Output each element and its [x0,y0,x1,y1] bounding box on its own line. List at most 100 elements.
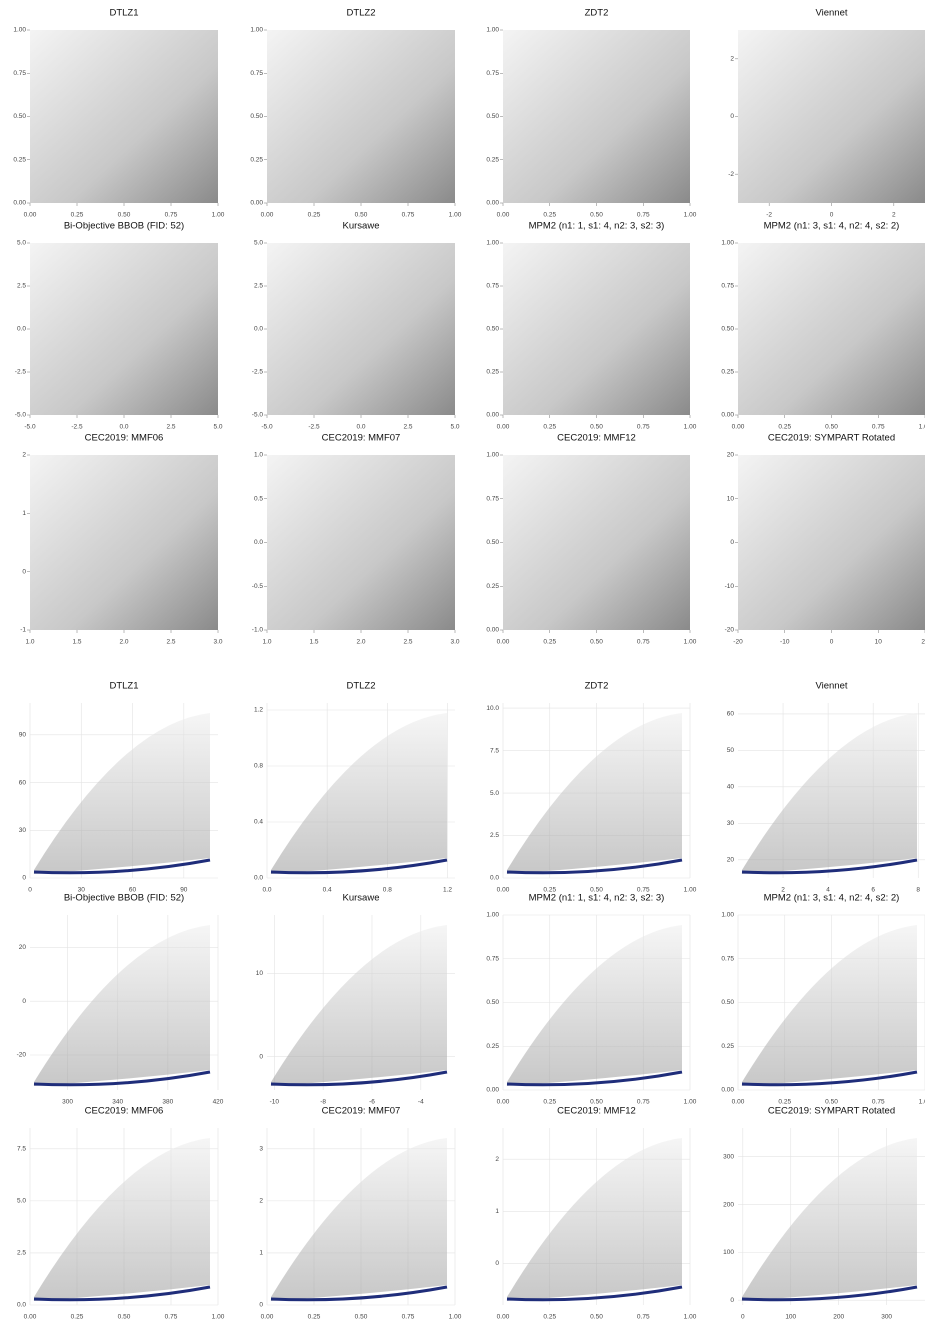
landscape-background [267,455,455,630]
x-tick-label: -20 [733,639,743,646]
x-tick-label: 1.5 [309,639,318,646]
y-tick-label: 50 [727,747,735,754]
objective-region [271,713,447,874]
x-tick-label: 0.25 [543,1314,556,1321]
x-tick-label: 2.0 [119,639,128,646]
x-tick-label: 0.00 [24,212,37,219]
x-tick-label: 0.0 [356,424,365,431]
y-tick-label: 1.00 [250,27,263,34]
x-tick-label: 0.75 [402,212,415,219]
y-tick-label: 1.00 [486,912,499,919]
x-tick-label: 0.50 [825,424,838,431]
y-tick-label: 0.75 [721,955,734,962]
x-tick-label: 0.50 [355,212,368,219]
x-tick-label: 0.25 [543,424,556,431]
y-tick-label: 0.25 [486,156,499,163]
y-tick-label: 0.0 [254,875,263,882]
y-tick-label: 0.75 [250,70,263,77]
y-tick-label: 2.5 [254,283,263,290]
x-tick-label: -2.5 [71,424,83,431]
y-tick-label: 0.25 [486,1043,499,1050]
y-tick-label: 0.50 [721,999,734,1006]
page: {"chart_data": [ {"type": "landscape", "… [0,0,925,1324]
y-tick-label: 30 [727,820,735,827]
x-tick-label: 0.50 [118,212,131,219]
landscape-background [503,455,690,630]
y-tick-label: 0.50 [486,999,499,1006]
x-tick-label: 0.75 [402,1314,415,1321]
y-tick-label: 1 [22,510,26,517]
x-tick-label: 0.00 [497,887,510,894]
x-tick-label: 0.75 [165,212,178,219]
x-tick-label: 1.00 [684,212,697,219]
y-tick-label: 2 [259,1198,263,1205]
y-tick-label: 0.50 [250,113,263,120]
y-tick-label: 0.75 [486,283,499,290]
x-tick-label: 1.00 [449,212,462,219]
x-tick-label: 0.00 [261,212,274,219]
x-tick-label: 380 [162,1099,173,1106]
y-tick-label: 200 [723,1201,734,1208]
objective-region [742,713,917,874]
panel-title: ZDT2 [585,8,609,19]
y-tick-label: 0.5 [254,495,263,502]
panel-title: Bi-Objective BBOB (FID: 52) [64,893,184,904]
panel-title: MPM2 (n1: 3, s1: 4, n2: 4, s2: 2) [764,893,900,904]
panel-title: DTLZ1 [109,8,138,19]
y-tick-label: 0.25 [13,156,26,163]
panel: CEC2019: SYMPART Rotated0100200300010020… [723,1106,925,1321]
y-tick-label: 40 [727,784,735,791]
objective-region [34,1138,210,1301]
panel: Kursawe-5.0-2.50.02.55.0-5.0-2.50.02.55.… [252,221,460,431]
y-tick-label: 0.75 [486,495,499,502]
x-tick-label: 0.25 [543,212,556,219]
y-tick-label: -2.5 [15,369,27,376]
y-tick-label: 0.50 [13,113,26,120]
x-tick-label: 10 [875,639,883,646]
objective-region [742,925,917,1086]
y-tick-label: 60 [727,711,735,718]
y-tick-label: 1.0 [254,452,263,459]
panel-title: CEC2019: MMF12 [557,433,636,444]
landscape-background [267,30,455,203]
x-tick-label: 0.25 [71,1314,84,1321]
x-tick-label: -10 [270,1099,280,1106]
y-tick-label: 0 [730,539,734,546]
panel: DTLZ20.000.250.500.751.000.000.250.500.7… [250,8,461,219]
y-tick-label: 5.0 [490,790,499,797]
y-tick-label: 0.00 [486,412,499,419]
y-tick-label: 0.50 [486,113,499,120]
y-tick-label: 1.00 [721,912,734,919]
x-tick-label: 0.00 [24,1314,37,1321]
y-tick-label: -0.5 [252,583,264,590]
x-tick-label: -10 [780,639,790,646]
x-tick-label: 0.75 [872,424,885,431]
x-tick-label: 0 [741,1314,745,1321]
panel-title: Kursawe [343,221,380,232]
panel-title: Kursawe [343,893,380,904]
y-tick-label: 5.0 [17,240,26,247]
y-tick-label: 2 [730,56,734,63]
y-tick-label: 60 [19,779,27,786]
x-tick-label: 0.75 [637,212,650,219]
x-tick-label: 0.0 [119,424,128,431]
x-tick-label: 1.00 [212,1314,225,1321]
y-tick-label: 0 [259,1053,263,1060]
landscape-background [267,243,455,415]
y-tick-label: 0.00 [13,200,26,207]
y-tick-label: 100 [723,1249,734,1256]
y-tick-label: 0.00 [721,412,734,419]
y-tick-label: 1 [259,1250,263,1257]
y-tick-label: 30 [19,827,27,834]
x-tick-label: 0.00 [732,424,745,431]
y-tick-label: 7.5 [17,1146,26,1153]
objective-region [507,1138,682,1301]
x-tick-label: 0 [28,887,32,894]
y-tick-label: 0.0 [254,539,263,546]
figure: DTLZ10.000.250.500.751.000.000.250.500.7… [0,0,925,1324]
